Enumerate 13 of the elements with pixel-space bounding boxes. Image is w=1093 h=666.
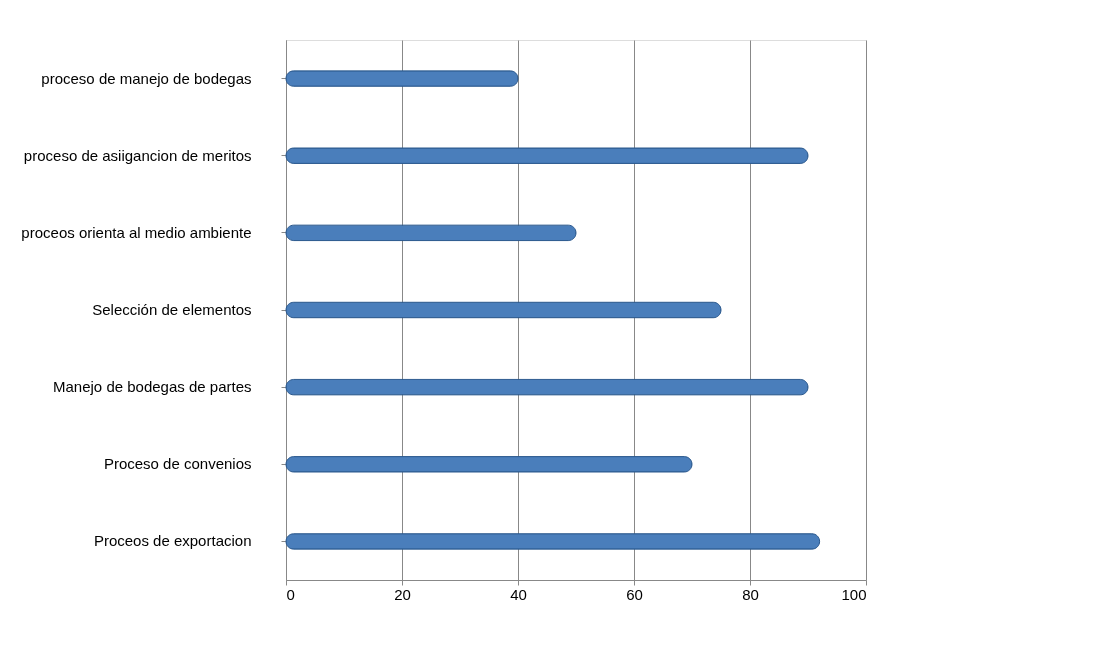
y-tick-label: Proceso de convenios bbox=[103, 455, 252, 473]
y-tick-label: Manejo de bodegas de partes bbox=[53, 378, 252, 396]
y-tick-label: proceos orienta al medio ambiente bbox=[21, 223, 252, 241]
y-tick-label: proceso de asiigancion de meritos bbox=[23, 146, 252, 164]
x-tick-label: 60 bbox=[626, 585, 643, 603]
x-tick-label: 40 bbox=[510, 585, 527, 603]
y-tick-label: proceso de manejo de bodegas bbox=[41, 69, 252, 87]
x-tick-label: 20 bbox=[394, 585, 411, 603]
y-tick-label: Proceos de exportacion bbox=[93, 532, 252, 550]
x-tick-label: 80 bbox=[742, 585, 759, 603]
x-tick-label: 0 bbox=[286, 585, 295, 603]
y-tick-label: Selección de elementos bbox=[92, 301, 252, 318]
x-tick-label: 100 bbox=[841, 585, 867, 603]
